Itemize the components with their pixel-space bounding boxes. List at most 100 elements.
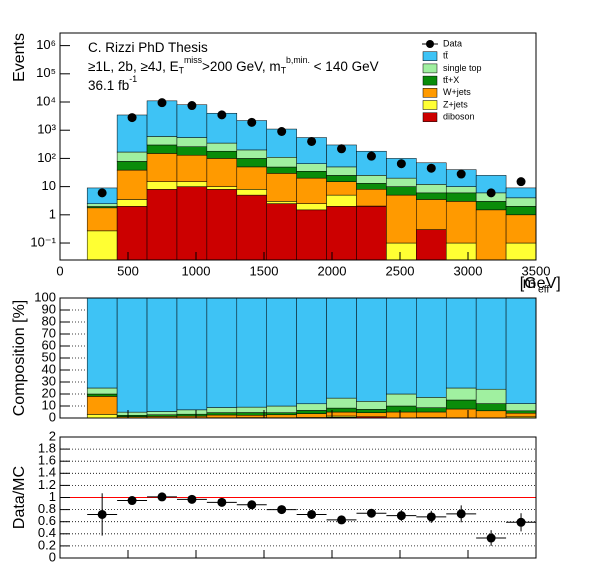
y-tick-label: 10 [42, 178, 56, 193]
bar-segment [266, 405, 297, 413]
y-tick-label: 10⁻¹ [30, 234, 56, 249]
bar-segment [86, 207, 118, 232]
data-point [127, 496, 137, 506]
bar-segment [176, 413, 208, 417]
bar-segment [386, 242, 417, 261]
bar-segment [475, 410, 507, 419]
data-point [516, 517, 526, 527]
bar-segment [326, 397, 357, 409]
data-point [486, 188, 496, 198]
x-tick-label: 2000 [318, 263, 347, 278]
bar-segment [236, 189, 267, 196]
bar-segment [326, 166, 357, 176]
y-tick-label: 40 [42, 361, 56, 376]
legend-label: single top [443, 63, 482, 73]
data-point [366, 151, 376, 161]
bar-segment [505, 214, 537, 244]
data-point [337, 515, 347, 525]
data-point [97, 509, 107, 519]
bar-segment [445, 242, 477, 261]
legend-swatch [422, 112, 438, 122]
bar-segment [116, 297, 148, 413]
bar-segment [266, 414, 297, 418]
data-point [396, 159, 406, 169]
y-tick-label: 1.4 [38, 465, 56, 480]
bar-segment [386, 194, 417, 244]
y-tick-label: 20 [42, 385, 56, 400]
bar-segment [86, 297, 118, 389]
bar-segment [236, 412, 267, 416]
data-point [456, 509, 466, 519]
bar-segment [326, 206, 357, 261]
bar-segment [356, 189, 387, 207]
legend-label: tt̄ [443, 51, 449, 61]
data-point [97, 188, 107, 198]
bar-segment [416, 411, 447, 418]
bar-segment [206, 189, 238, 261]
data-point [217, 497, 227, 507]
y-tick-label: 100 [34, 289, 56, 304]
x-tick-label: 3500 [522, 263, 551, 278]
bar-segment [445, 192, 477, 202]
bar-segment [505, 403, 537, 412]
bar-segment [386, 297, 417, 395]
x-axis-label-part: m [523, 275, 536, 292]
bar-segment [416, 297, 447, 398]
bar-segment [116, 411, 148, 416]
data-point [187, 494, 197, 504]
bar-segment [116, 199, 148, 207]
bar-segment [416, 229, 447, 261]
legend-swatch [422, 100, 438, 110]
bar-segment [206, 407, 238, 413]
data-point [516, 177, 526, 187]
y-tick-label: 60 [42, 337, 56, 352]
bar-segment [206, 186, 238, 190]
data-point [307, 509, 317, 519]
x-tick-label: 1000 [182, 263, 211, 278]
bar-segment [146, 411, 178, 415]
bar-segment [356, 412, 387, 417]
y-tick-label: 10⁶ [36, 37, 56, 52]
bar-segment [206, 142, 238, 152]
annotation: C. Rizzi PhD Thesis [88, 40, 208, 55]
legend-label: diboson [443, 112, 475, 122]
bar-segment [505, 412, 537, 418]
bar-segment [505, 187, 537, 199]
bar-segment [296, 410, 327, 414]
bar-segment [475, 403, 507, 412]
x-tick-label: 0 [56, 263, 63, 278]
bar-segment [296, 171, 327, 179]
bar-segment [86, 387, 118, 395]
data-point [187, 101, 197, 111]
bar-segment [266, 297, 297, 407]
y-tick-label: 10³ [37, 122, 56, 137]
bar-segment [445, 186, 477, 194]
bar-segment [445, 399, 477, 410]
x-axis-label-part: [GeV] [515, 275, 560, 292]
bar-segment [445, 408, 477, 418]
data-point [426, 163, 436, 173]
data-point [426, 512, 436, 522]
y-tick-label: 10 [42, 397, 56, 412]
data-point [366, 508, 376, 518]
bar-segment [386, 411, 417, 419]
bar-segment [416, 192, 447, 200]
bar-segment [236, 166, 267, 190]
annotation-part: 36.1 fb [88, 78, 129, 93]
y-tick-label: 1 [49, 489, 56, 504]
bar-segment [386, 393, 417, 407]
data-point [456, 169, 466, 179]
data-point [277, 505, 287, 515]
bar-segment [416, 199, 447, 230]
bar-segment [505, 197, 537, 207]
bar-segment [176, 137, 208, 147]
bar-segment [146, 181, 178, 190]
x-axis-label-part: eff [538, 284, 549, 295]
y-tick-label: 0.6 [38, 513, 56, 528]
legend-swatch [422, 63, 438, 74]
bar-segment [296, 209, 327, 261]
bar-segment [176, 297, 208, 411]
bar-segment [146, 189, 178, 261]
bar-segment [206, 150, 238, 159]
